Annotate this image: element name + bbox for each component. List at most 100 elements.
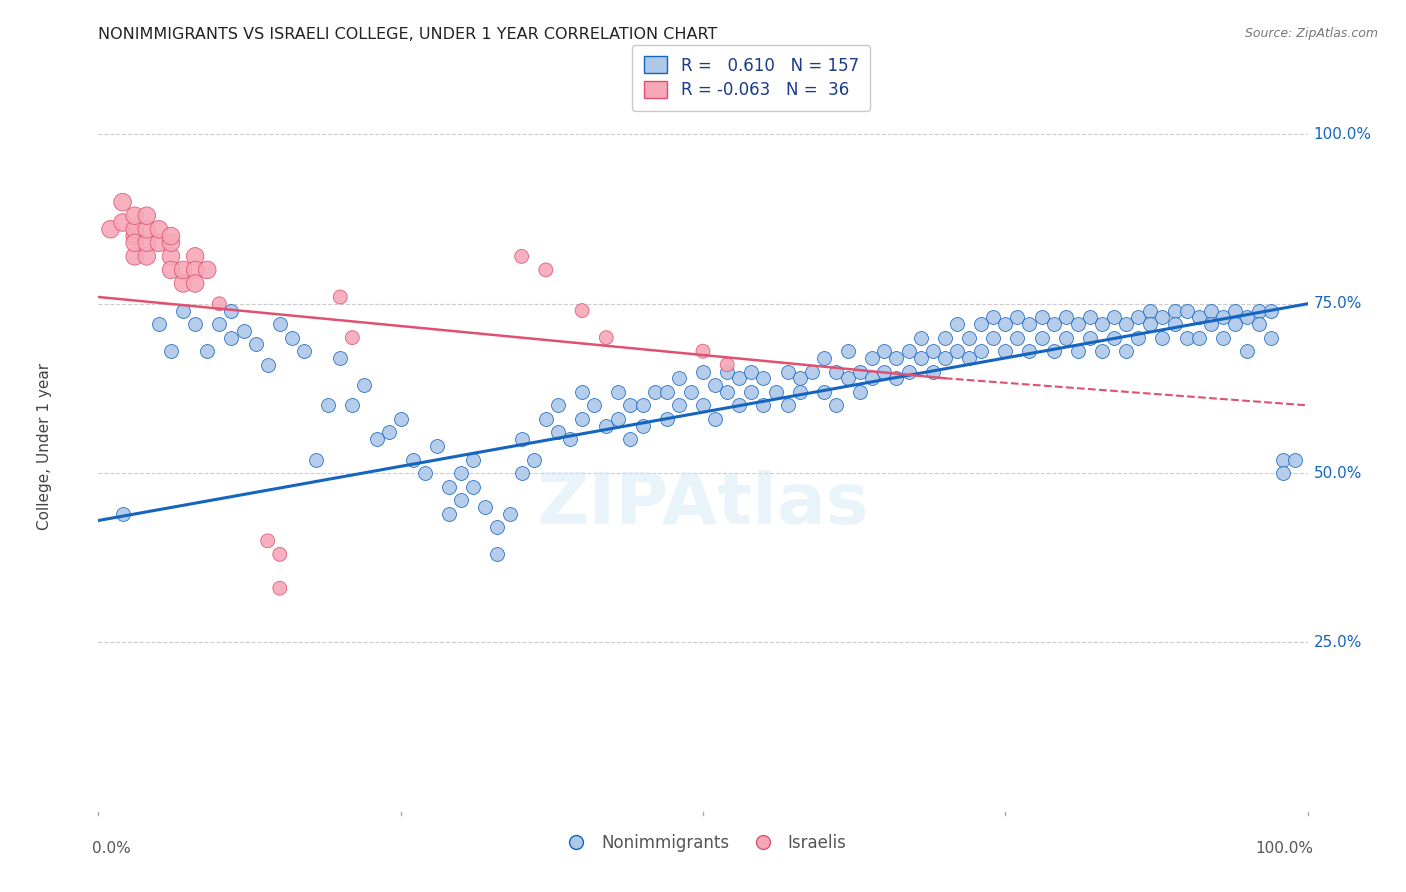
Point [1042, 344, 1064, 359]
Point [716, 364, 738, 378]
Point [692, 398, 714, 412]
Point [221, 303, 243, 318]
Point [1152, 331, 1174, 345]
Point [981, 331, 1004, 345]
Point [981, 310, 1004, 325]
Point [1078, 310, 1101, 325]
Point [269, 547, 291, 561]
Point [1018, 344, 1040, 359]
Text: College, Under 1 year: College, Under 1 year [37, 362, 52, 530]
Point [426, 439, 449, 453]
Point [486, 520, 509, 534]
Point [1018, 317, 1040, 331]
Point [1128, 331, 1150, 345]
Point [195, 263, 218, 277]
Point [342, 331, 364, 345]
Point [184, 249, 207, 263]
Point [124, 249, 146, 263]
Point [668, 398, 690, 412]
Point [849, 384, 872, 399]
Point [716, 384, 738, 399]
Text: 100.0%: 100.0% [1313, 127, 1372, 142]
Point [740, 384, 762, 399]
Point [1102, 310, 1125, 325]
Point [1078, 331, 1101, 345]
Point [1067, 317, 1090, 331]
Point [607, 412, 630, 426]
Point [644, 384, 666, 399]
Point [607, 384, 630, 399]
Point [450, 466, 472, 480]
Point [1054, 310, 1077, 325]
Point [184, 317, 207, 331]
Point [377, 425, 399, 440]
Point [946, 344, 969, 359]
Point [571, 412, 593, 426]
Point [172, 277, 194, 291]
Point [800, 364, 823, 378]
Legend: Nonimmigrants, Israelis: Nonimmigrants, Israelis [553, 827, 853, 858]
Point [510, 249, 533, 263]
Point [970, 344, 993, 359]
Point [124, 235, 146, 250]
Point [547, 425, 569, 440]
Point [160, 249, 183, 263]
Text: 0.0%: 0.0% [93, 841, 131, 856]
Point [1199, 303, 1222, 318]
Point [1115, 344, 1137, 359]
Point [595, 418, 617, 433]
Point [305, 452, 328, 467]
Point [1272, 466, 1295, 480]
Point [631, 418, 654, 433]
Point [316, 398, 339, 412]
Point [595, 331, 617, 345]
Point [160, 229, 183, 244]
Point [946, 317, 969, 331]
Point [1199, 317, 1222, 331]
Point [1007, 331, 1029, 345]
Point [860, 351, 883, 365]
Point [195, 344, 218, 359]
Point [860, 371, 883, 385]
Point [256, 358, 278, 372]
Point [1188, 331, 1211, 345]
Point [100, 222, 122, 236]
Point [160, 235, 183, 250]
Point [1175, 303, 1198, 318]
Point [124, 209, 146, 223]
Point [1260, 331, 1282, 345]
Point [1115, 317, 1137, 331]
Point [547, 398, 569, 412]
Point [269, 317, 291, 331]
Point [631, 398, 654, 412]
Point [994, 317, 1017, 331]
Point [172, 263, 194, 277]
Point [655, 384, 678, 399]
Point [221, 331, 243, 345]
Point [1091, 344, 1114, 359]
Point [837, 344, 859, 359]
Point [716, 358, 738, 372]
Point [245, 337, 267, 351]
Point [692, 344, 714, 359]
Point [498, 507, 520, 521]
Point [534, 263, 557, 277]
Point [1272, 452, 1295, 467]
Point [353, 378, 375, 392]
Point [1212, 310, 1234, 325]
Point [148, 317, 170, 331]
Point [1139, 317, 1161, 331]
Text: NONIMMIGRANTS VS ISRAELI COLLEGE, UNDER 1 YEAR CORRELATION CHART: NONIMMIGRANTS VS ISRAELI COLLEGE, UNDER … [98, 27, 718, 42]
Point [1236, 310, 1258, 325]
Point [124, 222, 146, 236]
Point [269, 581, 291, 595]
Point [1249, 317, 1271, 331]
Point [1042, 317, 1064, 331]
Point [1212, 331, 1234, 345]
Point [389, 412, 412, 426]
Point [789, 384, 811, 399]
Point [172, 303, 194, 318]
Point [184, 263, 207, 277]
Point [619, 398, 641, 412]
Point [765, 384, 787, 399]
